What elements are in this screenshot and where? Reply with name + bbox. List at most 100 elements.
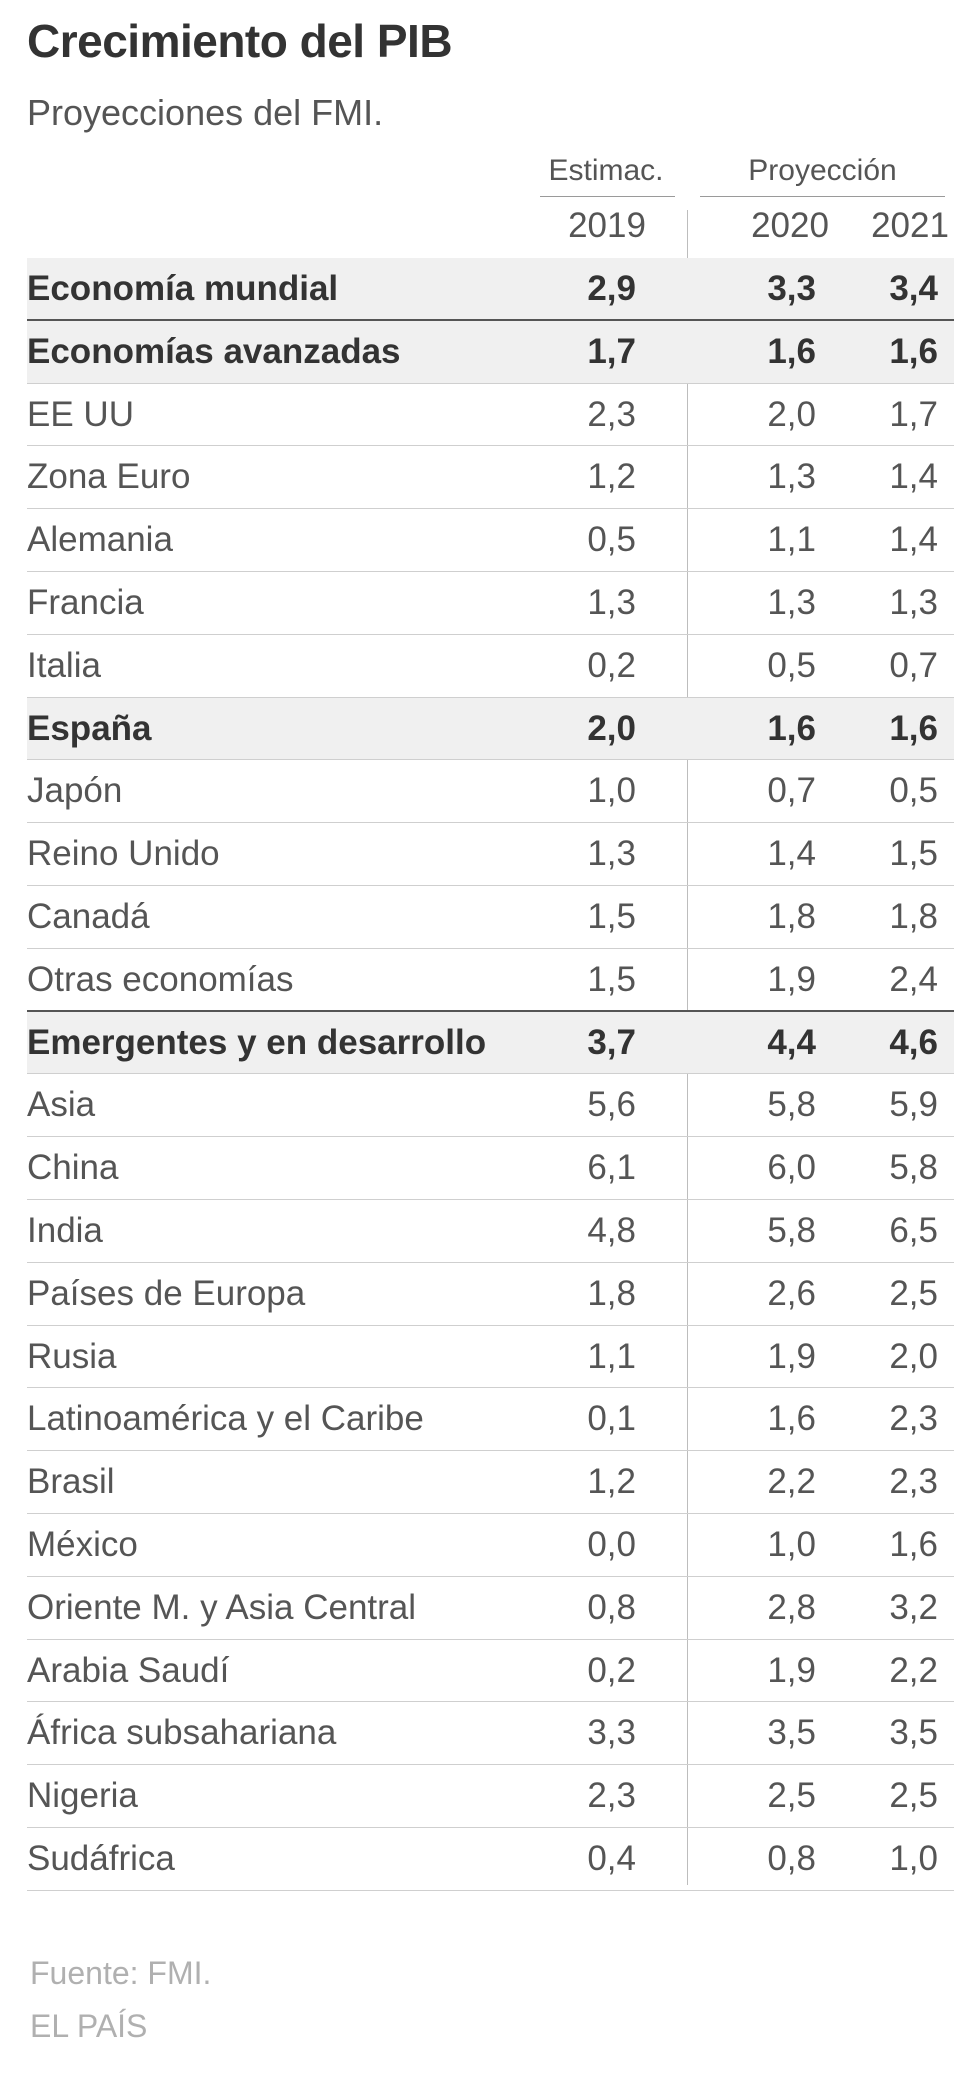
value-2019: 3,7 [587, 1022, 636, 1062]
table-row: China 6,1 6,0 5,8 [27, 1137, 954, 1200]
row-label: Economías avanzadas [27, 331, 401, 371]
table-row: Latinoamérica y el Caribe 0,1 1,6 2,3 [27, 1388, 954, 1452]
row-label: China [27, 1148, 119, 1188]
value-2021: 1,0 [889, 1838, 938, 1878]
chart-subtitle: Proyecciones del FMI. [27, 92, 384, 133]
row-label: Otras economías [27, 959, 294, 999]
table-row: España 2,0 1,6 1,6 [27, 697, 954, 761]
table-row: Japón 1,0 0,7 0,5 [27, 760, 954, 824]
value-2020: 6,0 [767, 1148, 816, 1188]
value-2021: 1,4 [889, 457, 938, 497]
value-2020: 1,3 [767, 457, 816, 497]
value-2021: 2,3 [889, 1462, 938, 1502]
value-2019: 5,6 [587, 1085, 636, 1125]
value-2020: 1,0 [767, 1524, 816, 1564]
row-label: Francia [27, 582, 144, 622]
row-label: Países de Europa [27, 1273, 306, 1313]
row-label: México [27, 1524, 138, 1564]
value-2019: 1,8 [587, 1273, 636, 1313]
table-row: Brasil 1,2 2,2 2,3 [27, 1451, 954, 1514]
value-2021: 1,6 [889, 331, 938, 371]
value-2019: 0,8 [587, 1587, 636, 1627]
source-note: Fuente: FMI. [30, 1955, 212, 1991]
value-2019: 6,1 [587, 1148, 636, 1188]
value-2021: 6,5 [889, 1210, 938, 1250]
table-row: Economías avanzadas 1,7 1,6 1,6 [27, 320, 954, 384]
value-2021: 3,5 [889, 1713, 938, 1753]
row-label: Economía mundial [27, 269, 339, 308]
value-2021: 5,9 [889, 1085, 938, 1125]
table-row: Alemania 0,5 1,1 1,4 [27, 509, 954, 572]
value-2021: 1,6 [889, 708, 938, 748]
table-row: Arabia Saudí 0,2 1,9 2,2 [27, 1640, 954, 1703]
value-2021: 1,3 [889, 582, 938, 622]
value-2019: 0,2 [587, 1650, 636, 1690]
table-row: Sudáfrica 0,4 0,8 1,0 [27, 1828, 954, 1891]
table-row: Italia 0,2 0,5 0,7 [27, 635, 954, 698]
value-2020: 0,8 [767, 1838, 816, 1878]
value-2020: 2,5 [767, 1776, 816, 1816]
value-2019: 4,8 [587, 1210, 636, 1250]
value-2019: 0,0 [587, 1524, 636, 1564]
row-label: Nigeria [27, 1776, 138, 1816]
table-row: México 0,0 1,0 1,6 [27, 1514, 954, 1577]
value-2019: 0,1 [587, 1399, 636, 1439]
value-2020: 3,3 [767, 269, 816, 308]
value-2019: 1,1 [587, 1336, 636, 1376]
value-2019: 2,3 [587, 394, 636, 434]
row-label: Oriente M. y Asia Central [27, 1587, 417, 1627]
row-label: España [27, 708, 152, 748]
table-row: Canadá 1,5 1,8 1,8 [27, 886, 954, 949]
table-row: Francia 1,3 1,3 1,3 [27, 572, 954, 635]
value-2019: 2,0 [587, 708, 636, 748]
value-2020: 0,5 [767, 645, 816, 685]
value-2021: 0,7 [889, 645, 938, 685]
table-row: Oriente M. y Asia Central 0,8 2,8 3,2 [27, 1577, 954, 1640]
row-label: EE UU [27, 394, 134, 434]
group-label-estimate: Estimac. [548, 154, 664, 187]
value-2021: 0,5 [889, 771, 938, 811]
column-header-2020: 2020 [751, 206, 829, 245]
value-2021: 1,4 [889, 520, 938, 560]
value-2019: 0,4 [587, 1838, 636, 1878]
row-label: Japón [27, 771, 123, 811]
table-row: India 4,8 5,8 6,5 [27, 1200, 954, 1263]
table-row: África subsahariana 3,3 3,5 3,5 [27, 1702, 954, 1766]
column-header-2021: 2021 [871, 206, 949, 245]
value-2019: 1,0 [587, 771, 636, 811]
value-2019: 1,2 [587, 457, 636, 497]
group-line-projection [700, 196, 945, 197]
chart-title: Crecimiento del PIB [27, 15, 453, 67]
row-label: Reino Unido [27, 834, 220, 874]
value-2019: 3,3 [587, 1713, 636, 1753]
value-2021: 3,4 [889, 269, 938, 308]
group-line-estimate [540, 196, 675, 197]
brand-logo: EL PAÍS [30, 2008, 148, 2044]
value-2019: 1,5 [587, 959, 636, 999]
table-row: Países de Europa 1,8 2,6 2,5 [27, 1263, 954, 1326]
value-2020: 1,9 [767, 1336, 816, 1376]
value-2019: 0,5 [587, 520, 636, 560]
value-2021: 2,5 [889, 1273, 938, 1313]
value-2019: 1,2 [587, 1462, 636, 1502]
table-row: Economía mundial 2,9 3,3 3,4 [27, 258, 954, 321]
value-2020: 1,6 [767, 331, 816, 371]
value-2021: 2,4 [889, 959, 938, 999]
table-row: Nigeria 2,3 2,5 2,5 [27, 1765, 954, 1828]
value-2020: 1,9 [767, 959, 816, 999]
value-2021: 2,5 [889, 1776, 938, 1816]
value-2021: 1,6 [889, 1524, 938, 1564]
value-2020: 1,6 [767, 1399, 816, 1439]
value-2019: 1,3 [587, 834, 636, 874]
row-label: África subsahariana [27, 1713, 337, 1753]
row-label: Arabia Saudí [27, 1650, 230, 1690]
value-2021: 5,8 [889, 1148, 938, 1188]
table-row: Reino Unido 1,3 1,4 1,5 [27, 823, 954, 886]
table-row: Emergentes y en desarrollo 3,7 4,4 4,6 [27, 1011, 954, 1075]
value-2019: 2,3 [587, 1776, 636, 1816]
data-table: Economía mundial 2,9 3,3 3,4 Economías avanz… [27, 258, 954, 1891]
value-2020: 2,0 [767, 394, 816, 434]
value-2020: 1,1 [767, 520, 816, 560]
value-2019: 0,2 [587, 645, 636, 685]
value-2020: 0,7 [767, 771, 816, 811]
